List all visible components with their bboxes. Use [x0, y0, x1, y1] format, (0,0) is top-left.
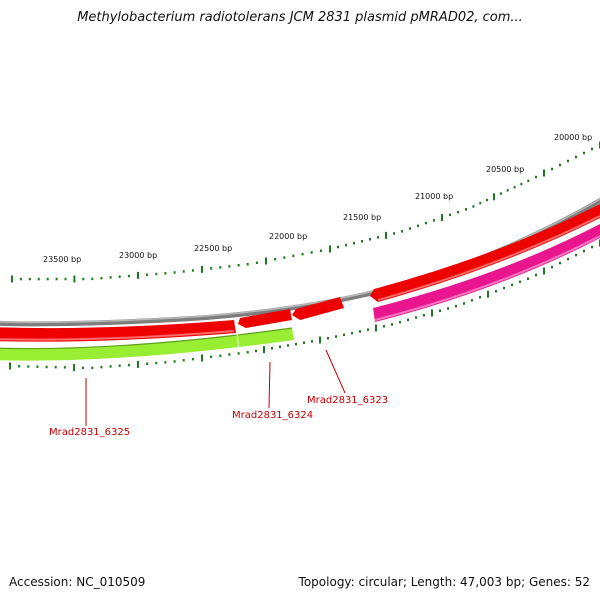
cds-mrad2831-6325[interactable] — [0, 320, 236, 342]
tick-label-21500: 21500 bp — [343, 213, 381, 222]
tick-label-20000: 20000 bp — [554, 133, 592, 142]
inner-tick-ring — [9, 239, 600, 372]
cds-forward-right[interactable] — [370, 204, 600, 302]
gene-track-outline — [0, 327, 293, 350]
topology-summary: Topology: circular; Length: 47,003 bp; G… — [298, 575, 590, 589]
outer-tick-ring — [11, 141, 600, 283]
leader-mrad2831-6324 — [268, 361, 271, 409]
accession-text: Accession: NC_010509 — [9, 575, 146, 589]
tick-label-23500: 23500 bp — [43, 255, 81, 264]
leader-mrad2831-6323 — [325, 349, 346, 394]
map-title: Methylobacterium radiotolerans JCM 2831 … — [77, 10, 523, 25]
tick-label-21000: 21000 bp — [415, 192, 453, 201]
backbone-highlight — [0, 198, 600, 324]
tick-label-22500: 22500 bp — [194, 244, 232, 253]
gene-label-mrad2831-6324[interactable]: Mrad2831_6324 — [232, 410, 313, 421]
forward-cds-highlight — [0, 215, 600, 341]
backbone-track — [0, 197, 600, 327]
tick-labels: 20000 bp 20500 bp 21000 bp 21500 bp 2200… — [43, 133, 592, 264]
tick-label-22000: 22000 bp — [269, 232, 307, 241]
cds-mrad2831-6324[interactable] — [238, 309, 292, 328]
cds-mrad2831-6323[interactable] — [292, 297, 344, 320]
gene-label-mrad2831-6325[interactable]: Mrad2831_6325 — [49, 427, 130, 438]
gene-label-mrad2831-6323[interactable]: Mrad2831_6323 — [307, 395, 388, 406]
gene-boundary — [236, 333, 240, 351]
cds-reverse-right[interactable] — [373, 224, 600, 322]
reverse-cds-highlight — [374, 235, 600, 321]
tick-label-20500: 20500 bp — [486, 165, 524, 174]
tick-label-23000: 23000 bp — [119, 251, 157, 260]
forward-cds-track — [0, 204, 600, 342]
